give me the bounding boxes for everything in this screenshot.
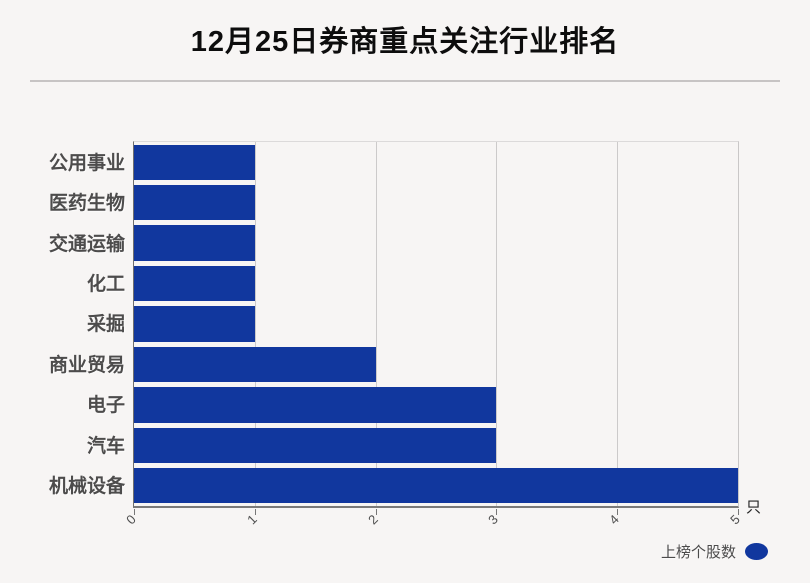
- x-axis-tick: [738, 509, 739, 515]
- x-tick-label: 2: [364, 511, 381, 528]
- y-axis-label: 机械设备: [48, 476, 125, 498]
- y-axis-label: 商业贸易: [48, 354, 125, 376]
- legend: 上榜个股数: [661, 541, 768, 562]
- bar-row: [134, 344, 738, 384]
- x-axis-tick: [375, 509, 377, 515]
- bar-化工: [134, 265, 255, 302]
- gridline: [496, 142, 498, 506]
- bars-container: [134, 142, 738, 506]
- bar-row: [134, 142, 738, 182]
- chart-title: 12月25日券商重点关注行业排名: [190, 26, 620, 58]
- y-axis-label: 化工: [86, 274, 125, 296]
- bar-汽车: [134, 427, 497, 463]
- x-tick-label: 5: [727, 511, 743, 528]
- y-axis-label: 公用事业: [48, 152, 125, 174]
- x-axis-tick: [617, 509, 619, 515]
- plot-area: [133, 141, 739, 515]
- x-tick-label: 3: [485, 511, 502, 528]
- x-axis-tick: [134, 509, 135, 515]
- y-axis-label: 电子: [86, 395, 125, 417]
- x-tick-label: 4: [606, 511, 623, 528]
- bar-商业贸易: [134, 346, 376, 383]
- x-tick-label: 1: [243, 511, 260, 528]
- legend-label: 上榜个股数: [660, 544, 736, 561]
- x-axis-tick: [254, 509, 256, 515]
- bar-机械设备: [134, 468, 738, 504]
- y-axis-label: 汽车: [86, 435, 125, 457]
- y-axis-label: 医药生物: [48, 193, 125, 215]
- bar-医药生物: [134, 184, 255, 221]
- legend-circle-icon: [745, 543, 768, 560]
- bar-row: [134, 223, 738, 263]
- y-axis-label: 采掘: [86, 314, 125, 336]
- gridline: [254, 142, 256, 506]
- x-tick-label: 0: [123, 511, 139, 528]
- bar-采掘: [134, 306, 255, 342]
- bar-电子: [134, 387, 497, 423]
- y-axis-label: 交通运输: [48, 233, 125, 255]
- bar-交通运输: [134, 225, 255, 261]
- bar-公用事业: [134, 144, 255, 180]
- bar-row: [134, 425, 738, 465]
- x-axis-tick: [496, 509, 498, 515]
- y-axis-category-labels: 公用事业医药生物交通运输化工采掘商业贸易电子汽车机械设备: [0, 141, 125, 505]
- gridline: [617, 142, 619, 506]
- bar-row: [134, 263, 738, 303]
- bar-row: [134, 385, 738, 425]
- title-divider-line: [30, 80, 780, 82]
- gridline: [375, 142, 377, 506]
- bar-row: [134, 304, 738, 344]
- x-axis-unit-label: 只: [746, 499, 762, 516]
- x-axis-tick-labels: 0 1 2 3 4 5: [123, 508, 743, 536]
- bar-row: [134, 466, 738, 506]
- bar-row: [134, 182, 738, 222]
